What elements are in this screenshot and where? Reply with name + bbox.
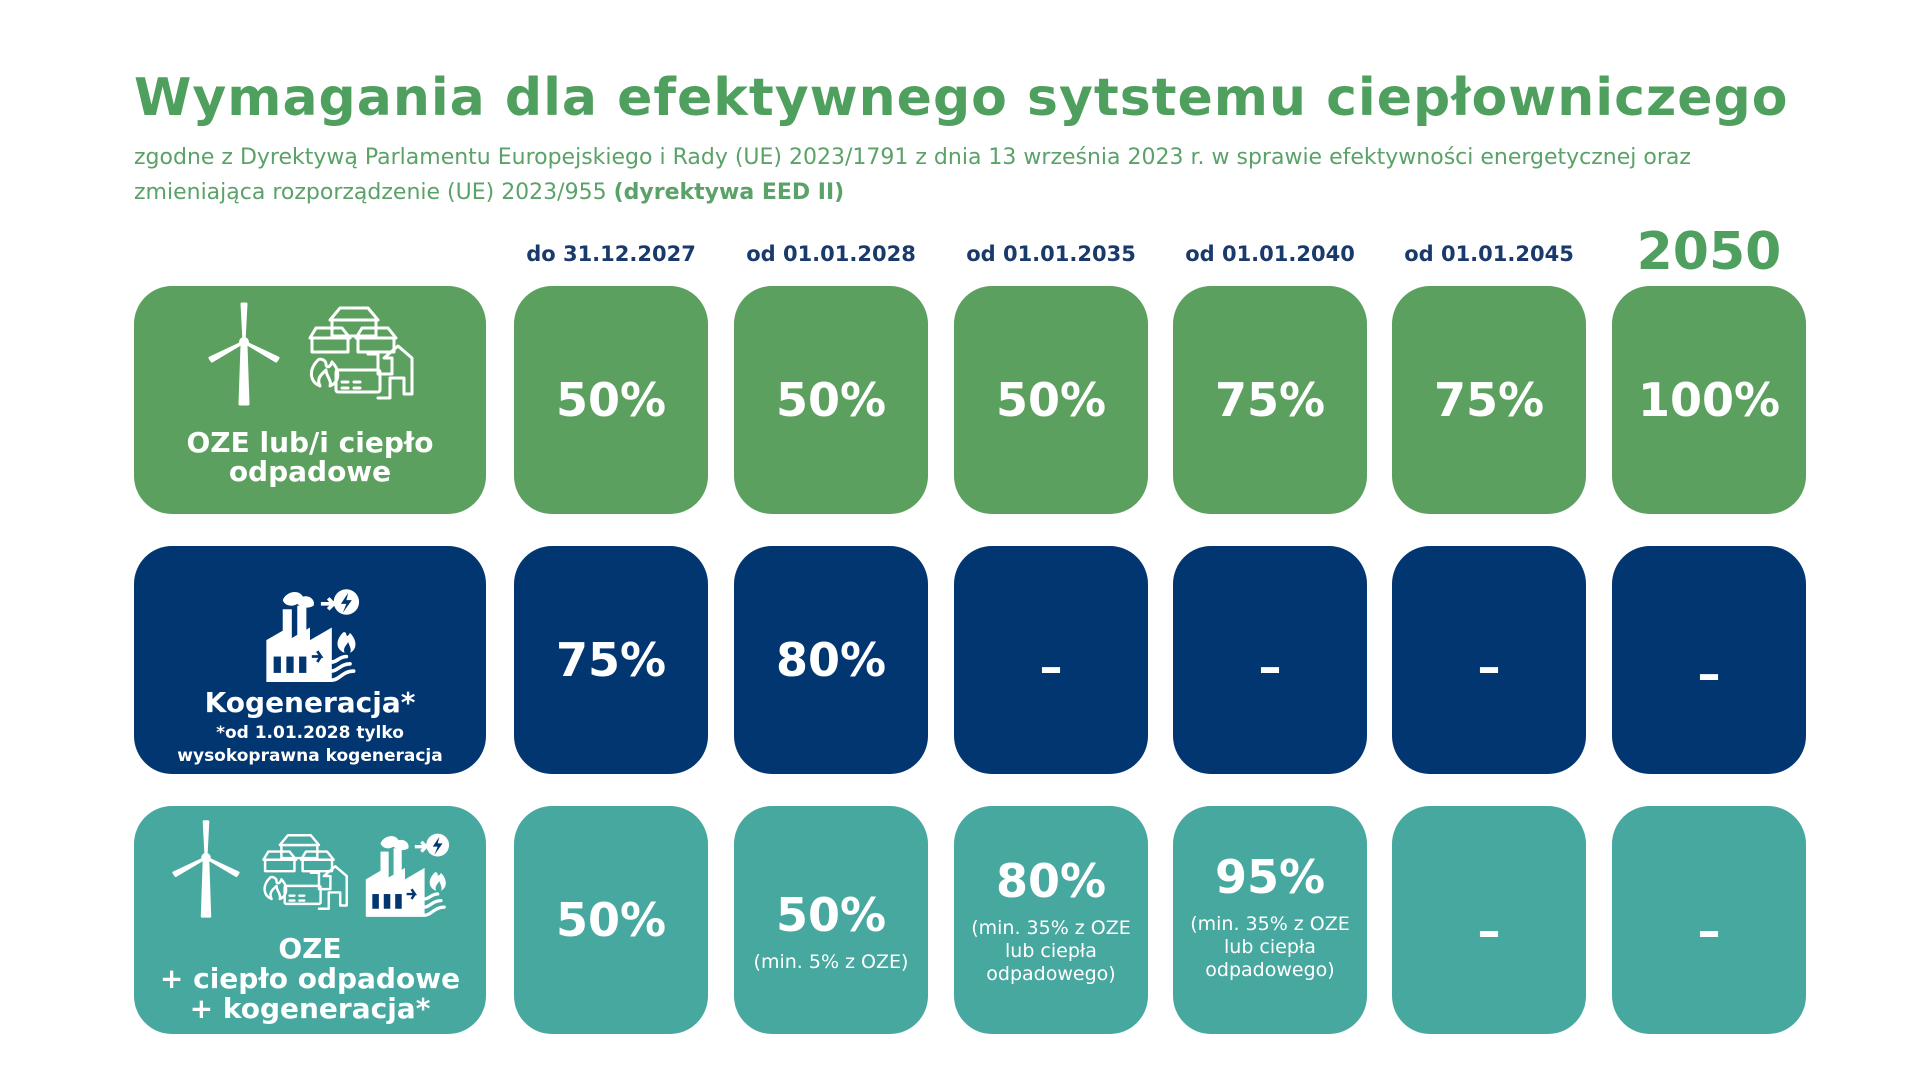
- row-label-combined-text: OZE + ciepło odpadowe + kogeneracja*: [134, 934, 486, 1024]
- cell-value: –: [1477, 904, 1501, 958]
- cell-value: –: [1697, 904, 1721, 958]
- cell-note: (min. 5% z OZE): [753, 950, 909, 973]
- cell-value: –: [1258, 640, 1282, 694]
- row-icons-oze: [134, 298, 486, 408]
- row-icons-kogeneracja: [134, 582, 486, 682]
- row-label-oze: OZE lub/i ciepło odpadowe: [134, 286, 486, 514]
- cell-value: 75%: [1214, 373, 1326, 427]
- cell-note-line: lub ciepła: [1224, 935, 1316, 958]
- column-header-2035: od 01.01.2035: [966, 242, 1136, 266]
- page-title: Wymagania dla efektywnego sytstemu ciepł…: [134, 68, 1789, 128]
- cell-oze-2028: 50%: [734, 286, 928, 514]
- cell-value: 50%: [995, 373, 1107, 427]
- waste-heat-icon: [252, 824, 350, 920]
- cell-value: –: [1697, 647, 1721, 701]
- cell-note-line: lub ciepła: [1005, 939, 1097, 962]
- cell-value: 50%: [775, 373, 887, 427]
- wind-turbine-icon: [166, 816, 246, 920]
- cell-note-line: (min. 35% z OZE: [971, 916, 1131, 939]
- subtitle-directive-name: (dyrektywa EED II): [613, 180, 845, 205]
- row-label-combined: OZE + ciepło odpadowe + kogeneracja*: [134, 806, 486, 1034]
- cell-note-line: odpadowego): [986, 962, 1116, 985]
- row-label-oze-text: OZE lub/i ciepło odpadowe: [134, 428, 486, 486]
- wind-turbine-icon: [204, 298, 284, 408]
- cell-kogeneracja-2045: –: [1392, 546, 1586, 774]
- cell-value: 50%: [775, 887, 887, 942]
- cell-kogeneracja-2040: –: [1173, 546, 1367, 774]
- column-header-2050: 2050: [1636, 222, 1782, 282]
- row-label-kogeneracja-text: Kogeneracja*: [204, 686, 416, 719]
- row-label-line: odpadowe: [228, 455, 392, 488]
- cell-note: (min. 35% z OZE lub ciepła odpadowego): [971, 917, 1131, 986]
- cell-value: 75%: [1433, 373, 1545, 427]
- cell-oze-2035: 50%: [954, 286, 1148, 514]
- row-label-line: + kogeneracja*: [189, 992, 431, 1025]
- row-sublabel-kogeneracja: *od 1.01.2028 tylko wysokoprawna kogener…: [134, 722, 486, 768]
- cell-value: –: [1477, 640, 1501, 694]
- cell-combined-2027: 50%: [514, 806, 708, 1034]
- cell-combined-2035: 80% (min. 35% z OZE lub ciepła odpadoweg…: [954, 806, 1148, 1034]
- cell-value: 80%: [775, 633, 887, 687]
- cell-combined-2045: –: [1392, 806, 1586, 1034]
- row-label-kogeneracja: Kogeneracja* *od 1.01.2028 tylko wysokop…: [134, 546, 486, 774]
- page-subtitle: zgodne z Dyrektywą Parlamentu Europejski…: [134, 140, 1694, 210]
- cell-value: –: [1039, 640, 1063, 694]
- cell-value: 100%: [1637, 373, 1781, 427]
- cogeneration-plant-icon: [356, 824, 454, 920]
- column-header-2040: od 01.01.2040: [1185, 242, 1355, 266]
- cell-combined-2028: 50% (min. 5% z OZE): [734, 806, 928, 1034]
- cell-note-line: odpadowego): [1205, 958, 1335, 981]
- cell-note-line: (min. 35% z OZE: [1190, 912, 1350, 935]
- waste-heat-icon: [296, 298, 416, 408]
- row-label-line: + ciepło odpadowe: [159, 962, 461, 995]
- cell-value: 95%: [1214, 849, 1326, 904]
- cell-oze-2027: 50%: [514, 286, 708, 514]
- row-icons-combined: [134, 816, 486, 920]
- cell-kogeneracja-2035: –: [954, 546, 1148, 774]
- cell-oze-2045: 75%: [1392, 286, 1586, 514]
- cell-value: 50%: [555, 893, 667, 947]
- cell-value: 50%: [555, 373, 667, 427]
- column-header-2028: od 01.01.2028: [746, 242, 916, 266]
- column-header-2045: od 01.01.2045: [1404, 242, 1574, 266]
- column-header-2027: do 31.12.2027: [526, 242, 696, 266]
- cell-combined-2050: –: [1612, 806, 1806, 1034]
- cell-kogeneracja-2050: –: [1612, 546, 1806, 774]
- cogeneration-plant-icon: [255, 582, 365, 682]
- cell-oze-2050: 100%: [1612, 286, 1806, 514]
- cell-kogeneracja-2027: 75%: [514, 546, 708, 774]
- subtitle-text: zgodne z Dyrektywą Parlamentu Europejski…: [134, 145, 1691, 205]
- row-sublabel-line: *od 1.01.2028 tylko: [216, 723, 404, 743]
- cell-value: 75%: [555, 633, 667, 687]
- cell-combined-2040: 95% (min. 35% z OZE lub ciepła odpadoweg…: [1173, 806, 1367, 1034]
- row-label-line: OZE lub/i ciepło: [186, 426, 434, 459]
- cell-kogeneracja-2028: 80%: [734, 546, 928, 774]
- cell-note: (min. 35% z OZE lub ciepła odpadowego): [1190, 913, 1350, 982]
- row-sublabel-line: wysokoprawna kogeneracja: [177, 746, 443, 766]
- cell-oze-2040: 75%: [1173, 286, 1367, 514]
- row-label-line: OZE: [278, 932, 342, 965]
- cell-value: 80%: [995, 853, 1107, 908]
